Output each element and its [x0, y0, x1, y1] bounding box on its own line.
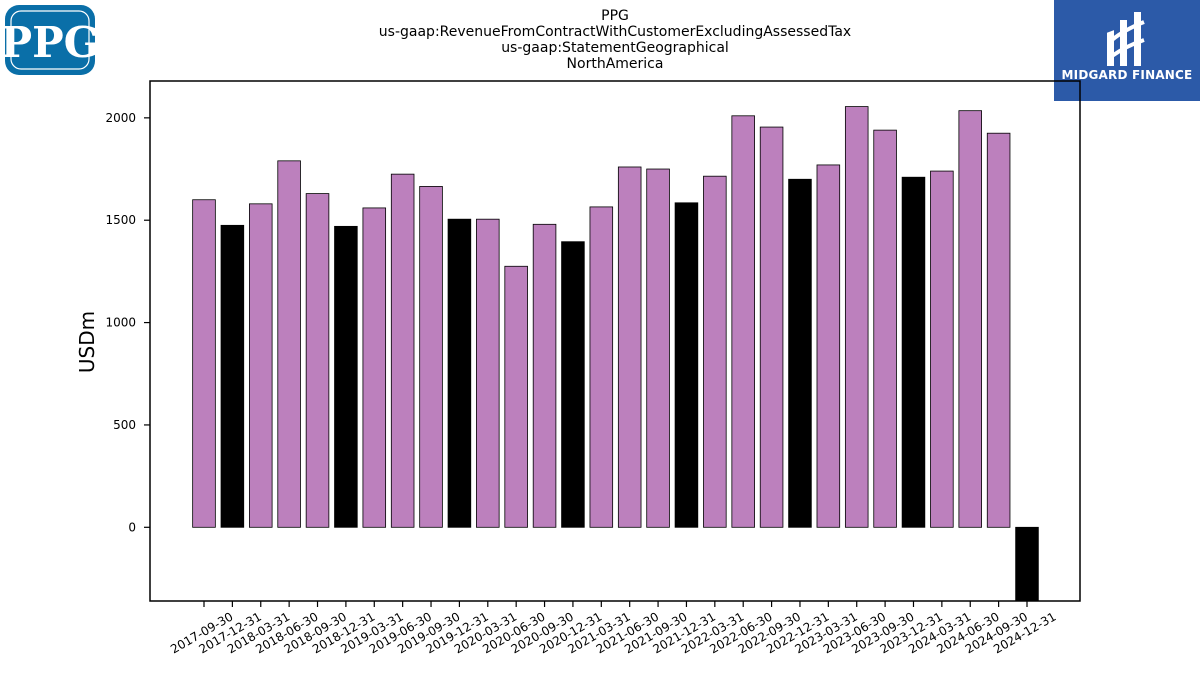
bar-2022-06-30 [731, 115, 755, 528]
bars-group [192, 106, 1039, 602]
bar-2022-09-30 [759, 126, 784, 528]
y-tick-label: 0 [128, 520, 136, 534]
bar-2019-09-30 [419, 186, 443, 528]
bar-2019-06-30 [390, 173, 415, 528]
bar-2021-06-30 [617, 166, 642, 528]
x-axis: 2017-09-302017-12-312018-03-312018-06-30… [168, 601, 1059, 656]
bar-2020-12-31 [561, 241, 585, 528]
bar-2023-12-31 [901, 176, 926, 528]
bar-2018-03-31 [249, 203, 273, 528]
bar-2020-06-30 [504, 265, 528, 528]
bar-2021-03-31 [589, 206, 614, 528]
y-tick-label: 500 [113, 418, 136, 432]
bar-2019-12-31 [447, 218, 472, 528]
midgard-finance-logo: MIDGARD FINANCE [1054, 0, 1200, 101]
ppg-logo: PPG [5, 5, 95, 75]
bar-2021-12-31 [674, 202, 699, 528]
svg-text:PPG: PPG [5, 18, 95, 67]
bar-2017-12-31 [220, 224, 245, 528]
bar-2024-09-30 [986, 132, 1011, 528]
bar-2024-12-31 [1015, 526, 1039, 602]
bar-2021-09-30 [646, 168, 670, 528]
bar-2020-03-31 [476, 218, 500, 528]
plot-frame [149, 80, 1081, 602]
y-tick-label: 2000 [105, 111, 136, 125]
y-axis: 0 500 1000 1500 2000 [105, 111, 150, 534]
midgard-brand-text: MIDGARD FINANCE [1061, 68, 1193, 82]
bar-2023-09-30 [873, 129, 897, 528]
bar-2020-09-30 [532, 223, 557, 528]
bar-2019-03-31 [362, 207, 387, 528]
bar-2024-03-31 [930, 170, 954, 528]
chart-title-line-1: PPG [601, 8, 629, 24]
chart-title-line-2: us-gaap:RevenueFromContractWithCustomerE… [379, 24, 851, 40]
bar-2017-09-30 [192, 199, 216, 528]
chart-title: PPG us-gaap:RevenueFromContractWithCusto… [379, 8, 851, 72]
bar-2024-06-30 [958, 110, 982, 528]
bar-2023-03-31 [816, 164, 841, 528]
bar-2018-06-30 [277, 160, 301, 528]
bar-2023-06-30 [844, 106, 869, 528]
bar-2022-03-31 [703, 175, 727, 528]
y-axis-label: USDm [75, 311, 99, 373]
y-tick-label: 1000 [105, 316, 136, 330]
midgard-emblem-icon [1107, 12, 1145, 66]
chart-title-line-4: NorthAmerica [567, 56, 664, 72]
bar-2018-09-30 [305, 193, 330, 528]
bar-2022-12-31 [788, 178, 812, 528]
chart-title-line-3: us-gaap:StatementGeographical [501, 40, 729, 56]
y-tick-label: 1500 [105, 213, 136, 227]
bar-2018-12-31 [334, 225, 358, 528]
